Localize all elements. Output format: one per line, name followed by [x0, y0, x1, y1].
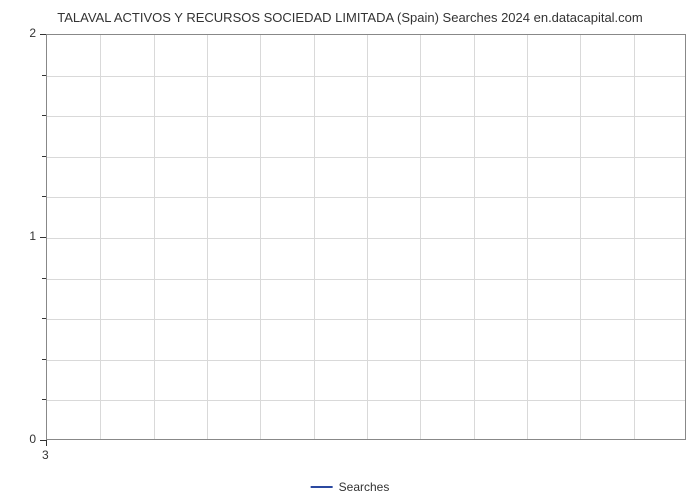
plot-area — [46, 34, 686, 440]
legend: Searches — [311, 480, 390, 494]
y-tick-minor — [42, 196, 46, 197]
gridline-vertical — [154, 35, 155, 439]
gridline-vertical — [367, 35, 368, 439]
gridline-vertical — [314, 35, 315, 439]
gridline-vertical — [634, 35, 635, 439]
y-tick-minor — [42, 318, 46, 319]
y-tick-minor — [42, 278, 46, 279]
gridline-horizontal-minor — [47, 319, 685, 320]
gridline-vertical — [527, 35, 528, 439]
gridline-horizontal-minor — [47, 116, 685, 117]
y-tick-minor — [42, 399, 46, 400]
y-tick-label: 2 — [29, 26, 36, 40]
gridline-horizontal-minor — [47, 279, 685, 280]
gridline-horizontal-major — [47, 238, 685, 239]
y-tick-major — [40, 237, 46, 238]
gridline-horizontal-minor — [47, 197, 685, 198]
gridline-vertical — [580, 35, 581, 439]
x-tick — [46, 440, 47, 446]
y-tick-major — [40, 34, 46, 35]
gridline-vertical — [100, 35, 101, 439]
gridline-horizontal-minor — [47, 157, 685, 158]
gridline-vertical — [207, 35, 208, 439]
gridline-horizontal-minor — [47, 360, 685, 361]
y-tick-minor — [42, 359, 46, 360]
y-tick-minor — [42, 115, 46, 116]
legend-label: Searches — [339, 480, 390, 494]
gridline-vertical — [420, 35, 421, 439]
legend-swatch — [311, 486, 333, 488]
y-tick-minor — [42, 75, 46, 76]
gridline-vertical — [260, 35, 261, 439]
gridline-vertical — [474, 35, 475, 439]
y-tick-label: 1 — [29, 229, 36, 243]
chart-title: TALAVAL ACTIVOS Y RECURSOS SOCIEDAD LIMI… — [0, 10, 700, 25]
x-tick-label: 3 — [42, 448, 49, 462]
chart-container: TALAVAL ACTIVOS Y RECURSOS SOCIEDAD LIMI… — [0, 0, 700, 500]
gridline-horizontal-minor — [47, 76, 685, 77]
gridline-horizontal-minor — [47, 400, 685, 401]
y-tick-minor — [42, 156, 46, 157]
y-tick-label: 0 — [29, 432, 36, 446]
